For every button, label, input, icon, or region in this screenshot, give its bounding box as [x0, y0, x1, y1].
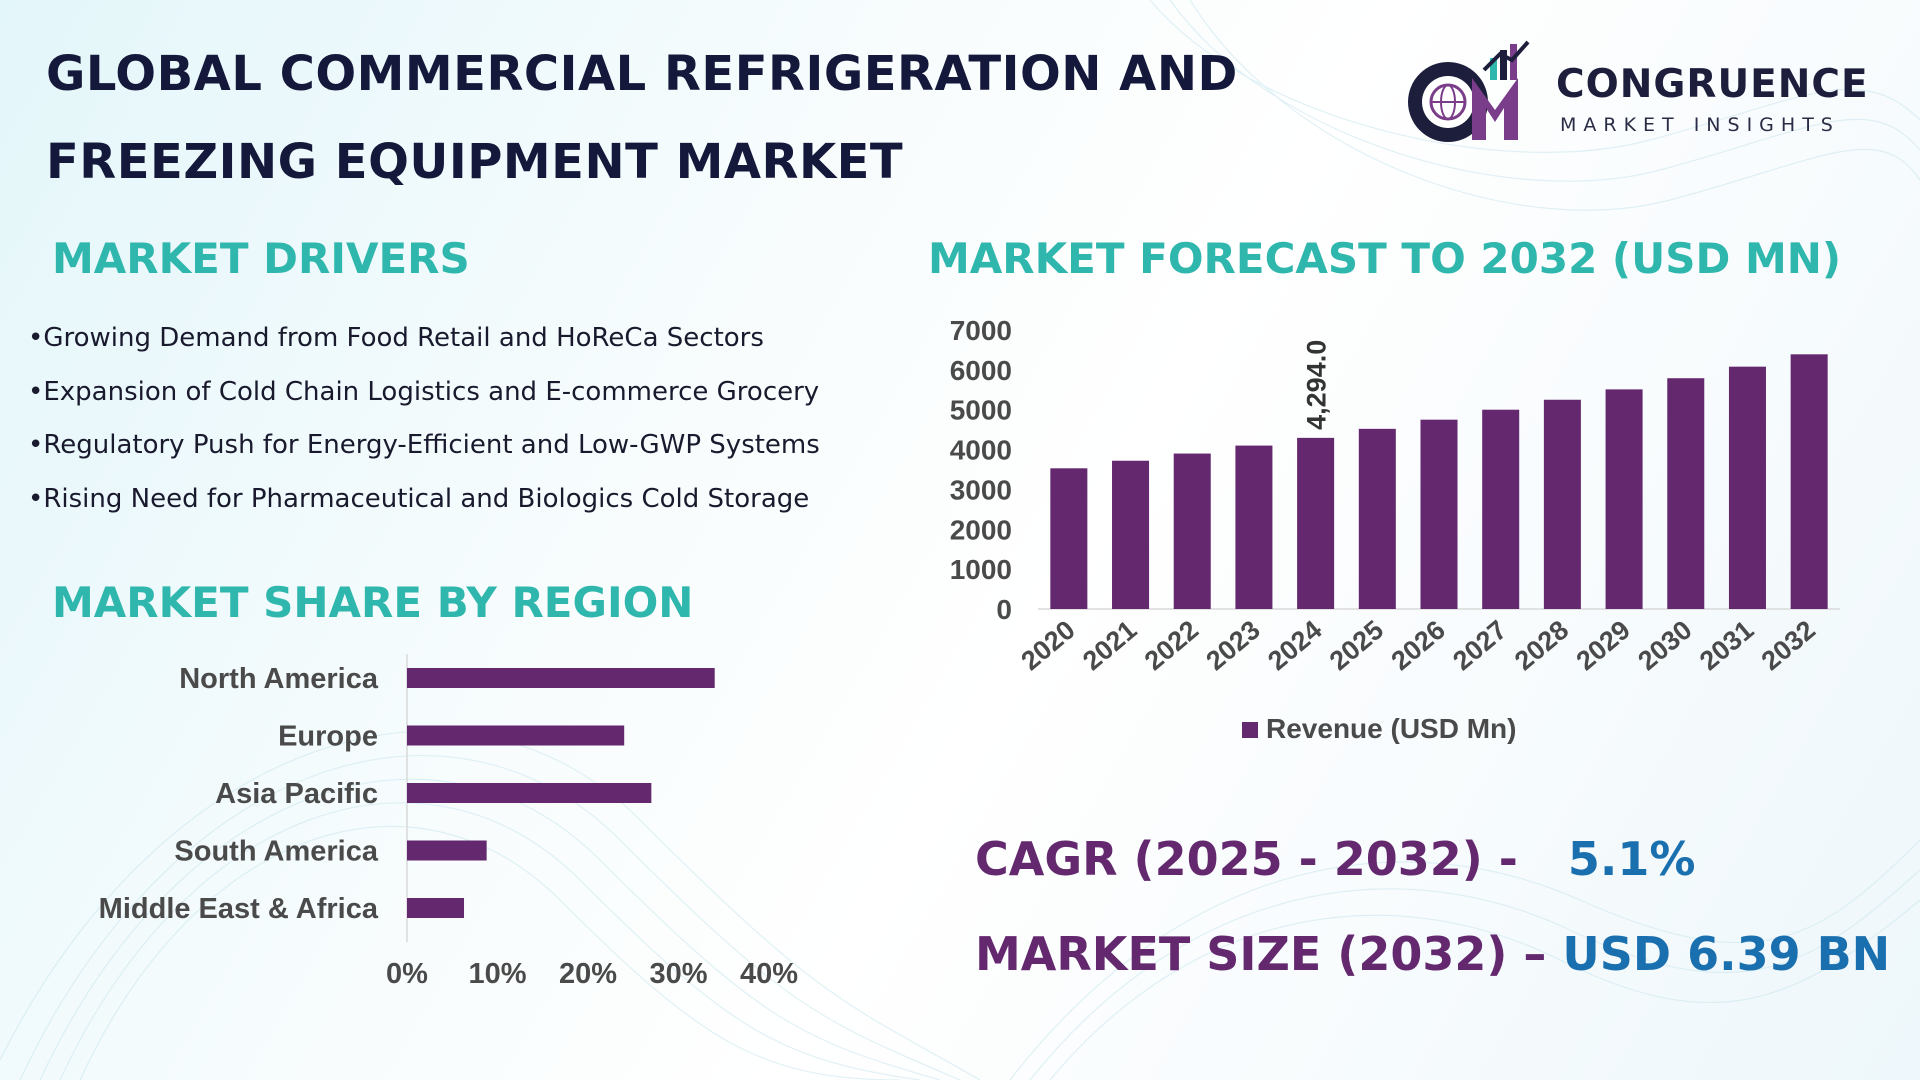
x-tick-label: 2022 [1139, 615, 1204, 677]
drivers-heading: MARKET DRIVERS [52, 234, 470, 283]
bar-2030 [1667, 378, 1705, 609]
y-tick-label: 4000 [950, 435, 1012, 466]
x-tick-label: 0% [386, 958, 428, 990]
driver-item: Regulatory Push for Energy-Efficient and… [28, 425, 908, 479]
market-size-row: MARKET SIZE (2032) – USD 6.39 BN [975, 927, 1890, 981]
category-label: South America [174, 836, 378, 868]
driver-item: Expansion of Cold Chain Logistics and E-… [28, 372, 908, 426]
legend-label: Revenue (USD Mn) [1266, 713, 1516, 744]
bar-2027 [1482, 409, 1520, 609]
bar-2022 [1173, 453, 1211, 609]
y-tick-label: 2000 [950, 514, 1012, 545]
market-size-label: MARKET SIZE (2032) – [975, 927, 1547, 981]
x-tick-label: 2025 [1324, 615, 1389, 677]
category-label: Europe [278, 721, 378, 753]
region-heading: MARKET SHARE BY REGION [52, 578, 694, 627]
x-tick-label: 2020 [1015, 615, 1080, 677]
bar-2029 [1605, 389, 1643, 609]
x-tick-label: 20% [559, 958, 617, 990]
cagr-value: 5.1% [1567, 832, 1696, 886]
bar-2026 [1420, 419, 1458, 609]
x-tick-label: 2030 [1632, 615, 1697, 677]
logo-mark-icon: CM [1400, 40, 1530, 142]
bar-2025 [1358, 428, 1396, 609]
x-tick-label: 2026 [1386, 615, 1451, 677]
x-tick-label: 2032 [1756, 615, 1821, 677]
forecast-heading: MARKET FORECAST TO 2032 (USD MN) [928, 234, 1842, 283]
x-tick-label: 2021 [1077, 615, 1142, 677]
category-label: Asia Pacific [215, 778, 378, 810]
y-tick-label: 6000 [950, 355, 1012, 386]
category-label: Middle East & Africa [99, 893, 379, 925]
legend-swatch [1242, 722, 1258, 738]
y-tick-label: 0 [996, 594, 1012, 625]
x-tick-label: 40% [740, 958, 798, 990]
x-tick-label: 2031 [1694, 615, 1759, 677]
bar-region [407, 840, 487, 861]
y-tick-label: 5000 [950, 395, 1012, 426]
bar-2032 [1790, 354, 1828, 609]
x-tick-label: 30% [649, 958, 707, 990]
data-label-2024: 4,294.0 [1302, 340, 1332, 430]
x-tick-label: 2028 [1509, 615, 1574, 677]
market-size-value: USD 6.39 BN [1562, 927, 1891, 981]
drivers-list: Growing Demand from Food Retail and HoRe… [28, 318, 908, 532]
cagr-row: CAGR (2025 - 2032) - 5.1% [975, 832, 1695, 886]
driver-item: Rising Need for Pharmaceutical and Biolo… [28, 479, 908, 533]
bar-region [407, 783, 652, 803]
logo-brand-name: CONGRUENCE [1556, 62, 1869, 107]
bar-2023 [1235, 445, 1273, 609]
y-tick-label: 1000 [950, 554, 1012, 585]
x-tick-label: 10% [468, 958, 526, 990]
bar-2031 [1728, 366, 1766, 609]
y-tick-label: 3000 [950, 474, 1012, 505]
logo-mark-text: CM [1400, 40, 1402, 41]
y-tick-label: 7000 [950, 315, 1012, 346]
driver-item: Growing Demand from Food Retail and HoRe… [28, 318, 908, 372]
bar-region [407, 725, 625, 746]
bar-region [407, 898, 465, 918]
x-tick-label: 2029 [1571, 615, 1636, 677]
x-tick-label: 2024 [1262, 615, 1327, 677]
page-title: GLOBAL COMMERCIAL REFRIGERATION AND FREE… [46, 30, 1306, 206]
cagr-label: CAGR (2025 - 2032) - [975, 832, 1518, 886]
page-title-line-2: FREEZING EQUIPMENT MARKET [46, 134, 904, 190]
x-tick-label: 2023 [1200, 615, 1265, 677]
page-title-line-1: GLOBAL COMMERCIAL REFRIGERATION AND [46, 46, 1238, 102]
bar-2028 [1543, 399, 1581, 609]
forecast-bar-chart: 0100020003000400050006000700020202021202… [950, 315, 1840, 744]
bar-2020 [1050, 468, 1088, 609]
category-label: North America [179, 663, 379, 695]
x-tick-label: 2027 [1447, 615, 1512, 677]
logo-tagline: MARKET INSIGHTS [1560, 114, 1840, 136]
region-bar-chart: North America Europe Asia Pacific South Ame… [99, 654, 798, 990]
bar-2024 [1297, 437, 1335, 609]
company-logo: CM CONGRUENCE MARKET INSIGHTS [1400, 40, 1880, 150]
bar-region [407, 668, 715, 688]
bar-2021 [1112, 460, 1150, 609]
